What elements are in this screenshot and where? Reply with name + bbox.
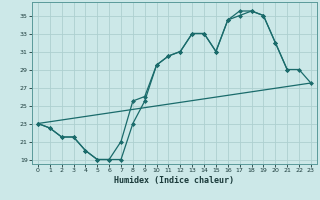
X-axis label: Humidex (Indice chaleur): Humidex (Indice chaleur) bbox=[115, 176, 234, 185]
